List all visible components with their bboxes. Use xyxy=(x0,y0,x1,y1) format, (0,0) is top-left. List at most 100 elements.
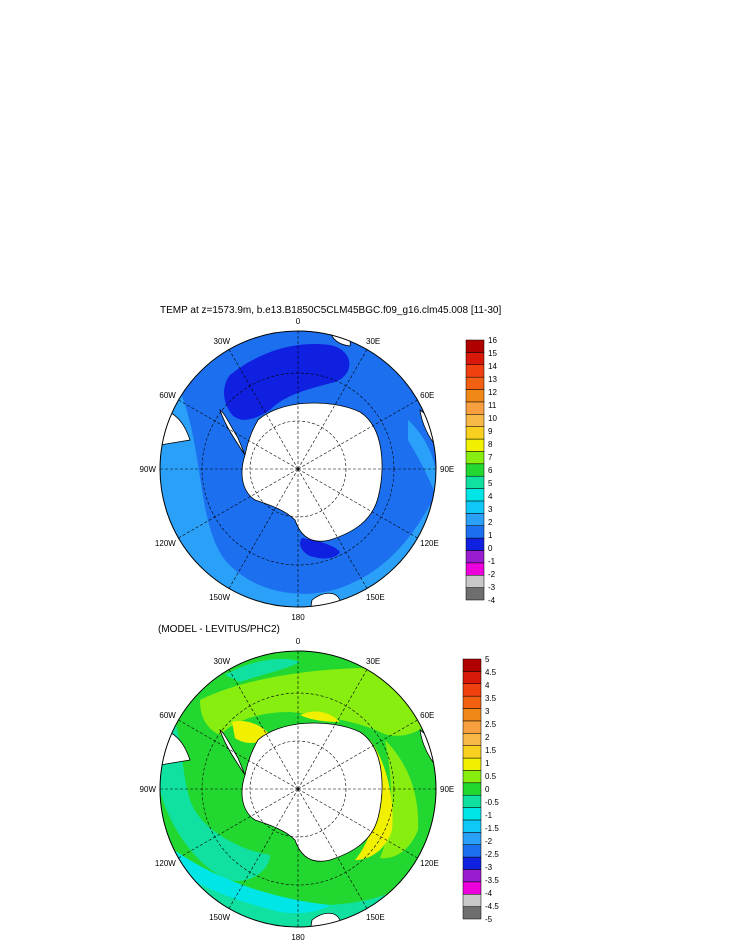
map1-new-zealand xyxy=(309,592,341,607)
colorbar1-swatch xyxy=(465,414,485,427)
colorbar2-swatch xyxy=(462,720,482,734)
colorbar1-swatch xyxy=(465,438,485,452)
map1-meridian-60E xyxy=(297,399,418,470)
colorbar1-swatch xyxy=(465,488,485,502)
colorbar2-tick-label: -4 xyxy=(485,889,493,898)
map2-meridian-150W xyxy=(228,788,299,909)
colorbar1-tick-label: 12 xyxy=(488,388,497,397)
colorbar2-swatch xyxy=(462,658,482,672)
map2-border xyxy=(159,650,437,928)
colorbar1-tick-label: 7 xyxy=(488,453,493,462)
colorbar1-tick-label: 14 xyxy=(488,362,497,371)
map1-lon-label: 90E xyxy=(440,465,454,474)
colorbar2-swatch xyxy=(462,745,482,759)
colorbar1-tick-label: 13 xyxy=(488,375,497,384)
colorbar2-tick-label: -3.5 xyxy=(485,876,499,885)
map1-meridian-150W xyxy=(228,468,299,589)
colorbar2-swatch xyxy=(462,881,482,895)
map1-region-0-1-ross xyxy=(300,538,340,559)
map2-lon-label: 60E xyxy=(420,711,434,720)
colorbar2-tick-label: 0 xyxy=(485,785,490,794)
map1-region-2-3 xyxy=(160,380,436,607)
colorbar2-swatch xyxy=(462,832,482,845)
colorbar2-tick-label: 3.5 xyxy=(485,694,497,703)
colorbar1-swatch xyxy=(465,537,485,551)
map2-meridian-60E xyxy=(297,719,418,790)
colorbar1-tick-label: 16 xyxy=(488,336,497,345)
map2-antarctica xyxy=(241,722,383,862)
map1-region-0-1 xyxy=(224,344,350,420)
map1-meridian-30E xyxy=(297,349,368,470)
colorbar1-tick-label: 6 xyxy=(488,466,493,475)
map2-lon-label: 150E xyxy=(366,913,385,922)
map1-peninsula xyxy=(219,409,246,456)
colorbar2-swatch xyxy=(462,782,482,796)
colorbar2-tick-label: 0.5 xyxy=(485,772,497,781)
map2-region-05-1-north xyxy=(200,668,430,736)
colorbar2-swatch xyxy=(462,906,482,920)
map1-lon-label: 150W xyxy=(209,593,230,602)
colorbar2-tick-label: -2.5 xyxy=(485,850,499,859)
colorbar2-tick-label: -0.5 xyxy=(485,798,499,807)
colorbar2-swatch xyxy=(462,856,482,870)
colorbar1-swatch xyxy=(465,426,485,440)
map2-region-1-15-north xyxy=(300,711,340,722)
colorbar2-swatch xyxy=(462,794,482,808)
map2-meridian-150E xyxy=(297,788,368,909)
map2-lon-label: 30E xyxy=(366,657,380,666)
map2-lon-label: 180 xyxy=(291,933,305,942)
colorbar2-tick-label: 2 xyxy=(485,733,490,742)
colorbar2-swatch xyxy=(462,869,482,883)
colorbar2-tick-label: -2 xyxy=(485,837,493,846)
colorbar2-tick-label: -1.5 xyxy=(485,824,499,833)
colorbar1-swatch xyxy=(465,339,485,353)
colorbar1-swatch xyxy=(465,587,485,601)
colorbar1-tick-label: 2 xyxy=(488,518,493,527)
colorbar1-swatch xyxy=(465,574,485,588)
map2-lon-label: 90W xyxy=(140,785,157,794)
map2-lon-label: 120E xyxy=(420,859,439,868)
colorbar2-tick-label: 1 xyxy=(485,759,490,768)
map1-meridian-150E xyxy=(297,468,368,589)
map1-border xyxy=(159,330,437,608)
colorbar2-swatch xyxy=(462,695,482,709)
map2-lon-label: 150W xyxy=(209,913,230,922)
colorbar2-swatch xyxy=(462,893,482,907)
colorbar1-tick-label: 5 xyxy=(488,479,493,488)
map1-meridian-120E xyxy=(297,468,418,539)
colorbar2-tick-label: -1 xyxy=(485,811,493,820)
colorbar2-tick-label: 1.5 xyxy=(485,746,497,755)
map2-peninsula xyxy=(219,729,246,776)
colorbar2-swatch xyxy=(462,770,482,784)
map2-lon-label: 0 xyxy=(296,637,301,646)
map1-lon-label: 120E xyxy=(420,539,439,548)
map2-new-zealand xyxy=(309,912,341,927)
map1-lon-label: 60W xyxy=(159,391,176,400)
map2-lon-label: 90E xyxy=(440,785,454,794)
colorbar2-swatch xyxy=(462,757,482,771)
map2-meridian-120E xyxy=(297,788,418,859)
colorbar2-tick-label: -3 xyxy=(485,863,493,872)
map2-lon-label: 60W xyxy=(159,711,176,720)
colorbar1-swatch xyxy=(465,562,485,576)
map2-meridian-30E xyxy=(297,669,368,790)
colorbar2-swatch xyxy=(462,819,482,833)
map2-meridian-120W xyxy=(178,788,299,859)
map2-region-neg05-0-west xyxy=(160,700,270,881)
map1-meridian-60W xyxy=(178,399,299,470)
colorbar2-tick-label: 4.5 xyxy=(485,668,497,677)
colorbar2-tick-label: 5 xyxy=(485,655,490,664)
colorbar1-tick-label: 3 xyxy=(488,505,493,514)
map2-meridian-60W xyxy=(178,719,299,790)
map2-lon-label: 120W xyxy=(155,859,176,868)
colorbar1-tick-label: -4 xyxy=(488,596,496,605)
map1-antarctica xyxy=(241,402,383,542)
colorbar1-swatch xyxy=(465,451,485,465)
map2-meridian-30W xyxy=(228,669,299,790)
chart-title-1: TEMP at z=1573.9m, b.e13.B1850C5CLM45BGC… xyxy=(160,305,502,316)
colorbar1-tick-label: 10 xyxy=(488,414,497,423)
colorbar2-tick-label: -5 xyxy=(485,915,493,924)
colorbar2-tick-label: 3 xyxy=(485,707,490,716)
